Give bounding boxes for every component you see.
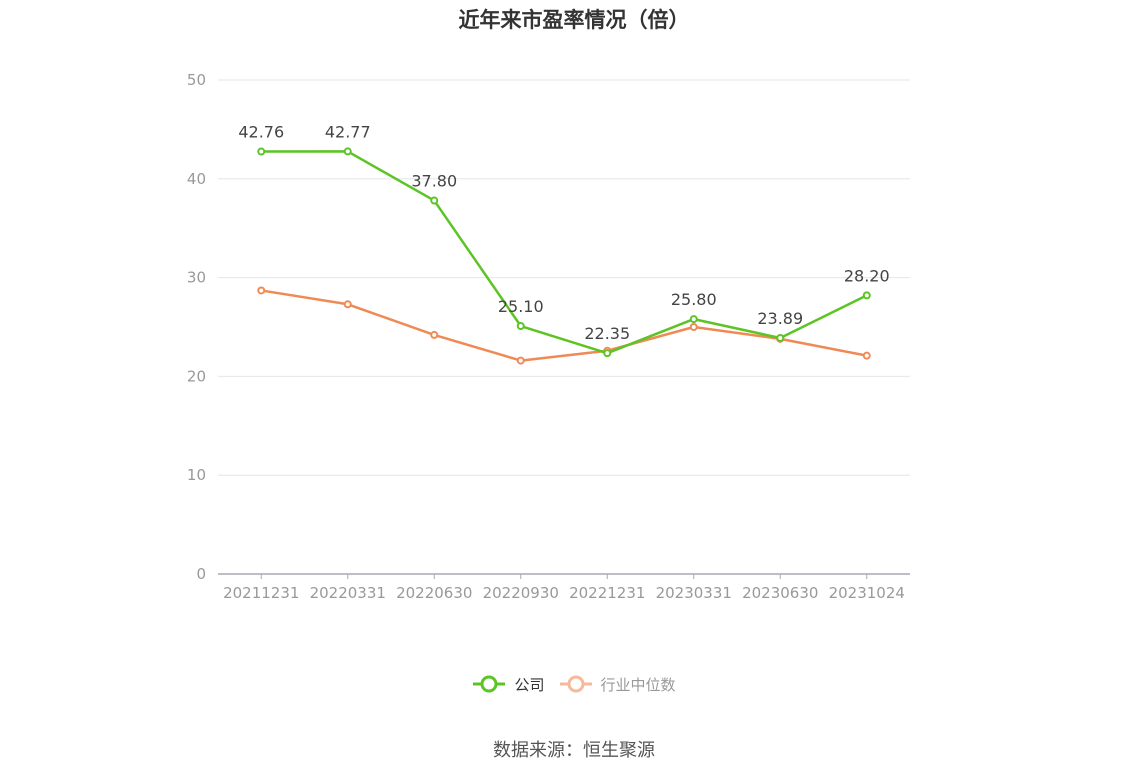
data-point-company — [430, 196, 439, 205]
x-tick-label: 20231024 — [829, 584, 905, 602]
legend-item-company[interactable]: 公司 — [472, 672, 545, 696]
data-point-company — [516, 322, 525, 331]
x-tick-label: 20211231 — [223, 584, 299, 602]
data-point-industry — [862, 351, 871, 360]
legend-company-marker-icon — [473, 675, 506, 693]
data-point-company — [603, 349, 612, 358]
x-tick-label: 20221231 — [569, 584, 645, 602]
chart-title: 近年来市盈率情况（倍） — [458, 8, 690, 32]
data-label-company: 42.76 — [238, 123, 284, 142]
data-point-industry — [516, 356, 525, 365]
y-tick-label: 30 — [187, 269, 206, 287]
x-tick-label: 20230331 — [656, 584, 732, 602]
x-tick-label: 20220630 — [396, 584, 472, 602]
data-point-company — [257, 147, 266, 156]
legend-industry-marker-icon — [559, 675, 592, 693]
data-label-company: 25.10 — [498, 297, 544, 316]
data-point-industry — [689, 323, 698, 331]
legend-label-company: 公司 — [514, 675, 545, 694]
legend-item-industry[interactable]: 行业中位数 — [559, 672, 676, 696]
data-point-company — [776, 333, 785, 342]
data-point-company — [689, 315, 698, 324]
data-point-company — [343, 147, 352, 156]
legend: 公司 行业中位数 — [0, 672, 1148, 696]
legend-label-industry: 行业中位数 — [600, 675, 676, 694]
y-tick-label: 0 — [196, 565, 206, 583]
data-label-company: 25.80 — [671, 290, 717, 309]
data-label-company: 42.77 — [325, 122, 371, 141]
data-point-industry — [257, 286, 266, 295]
data-label-company: 23.89 — [757, 309, 803, 328]
data-label-company: 22.35 — [584, 324, 630, 343]
data-point-company — [862, 291, 871, 300]
x-tick-label: 20220331 — [310, 584, 386, 602]
y-tick-label: 10 — [187, 466, 206, 484]
y-tick-label: 20 — [187, 367, 206, 385]
x-tick-label: 20220930 — [483, 584, 559, 602]
data-point-industry — [343, 300, 352, 309]
data-point-industry — [430, 330, 439, 339]
series-line-industry — [261, 289, 867, 362]
data-source-note: 数据来源：恒生聚源 — [493, 740, 655, 761]
x-tick-label: 20230630 — [742, 584, 818, 602]
series-line-company — [261, 150, 868, 355]
data-label-company: 28.20 — [844, 266, 890, 285]
y-tick-label: 50 — [187, 71, 206, 89]
data-label-company: 37.80 — [411, 172, 457, 191]
line-chart: 0 10 20 30 40 50 20211231 20220331 20220630 20220… — [187, 71, 910, 602]
y-tick-label: 40 — [187, 170, 206, 188]
